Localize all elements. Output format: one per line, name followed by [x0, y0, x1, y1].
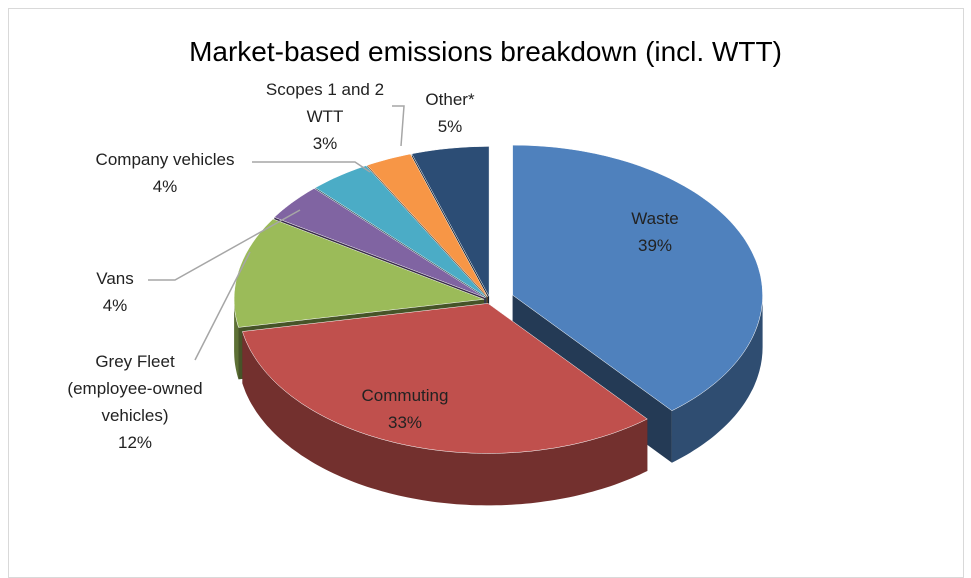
leader-line — [194, 251, 251, 361]
slice-label: Grey Fleet (employee-owned vehicles) 12% — [55, 348, 215, 456]
slice-value-label: 3% — [312, 134, 338, 153]
leader-line — [392, 105, 405, 147]
slice-wall — [234, 299, 239, 380]
slice-top — [411, 146, 490, 297]
slice-top — [512, 144, 763, 411]
slice-value-label: 4% — [152, 177, 178, 196]
slice-name: Waste — [631, 209, 679, 228]
slice-top — [366, 153, 488, 297]
slice-name: Other* — [425, 90, 475, 109]
slice-top — [314, 165, 487, 298]
slice-name: Scopes 1 and 2 WTT — [265, 80, 385, 126]
slice-top — [273, 188, 486, 298]
slice-value-label: 12% — [117, 433, 153, 452]
slice-value-label: 39% — [637, 236, 673, 255]
slice-name: Vans — [96, 269, 134, 288]
slice — [242, 303, 648, 506]
slice-label: Vans 4% — [65, 265, 165, 319]
slice-name: Company vehicles — [95, 150, 235, 169]
slice-top — [233, 218, 485, 328]
leader-line — [148, 209, 301, 281]
slice-value-label: 33% — [387, 413, 423, 432]
slice-label: Scopes 1 and 2 WTT 3% — [255, 76, 395, 157]
slice-wall — [242, 331, 648, 506]
slice-label: Commuting 33% — [335, 382, 475, 436]
slice-name: Grey Fleet (employee-owned vehicles) — [67, 352, 203, 425]
slice-label: Company vehicles 4% — [65, 146, 265, 200]
slice-name: Commuting — [361, 386, 449, 405]
leader-line — [252, 161, 371, 173]
chart-title: Market-based emissions breakdown (incl. … — [189, 36, 782, 67]
slice-top — [242, 303, 648, 454]
slice-wall — [671, 295, 763, 463]
slice-label: Other* 5% — [410, 86, 490, 140]
slice-value-label: 5% — [437, 117, 463, 136]
slice-label: Waste 39% — [595, 205, 715, 259]
slice-value-label: 4% — [102, 296, 128, 315]
